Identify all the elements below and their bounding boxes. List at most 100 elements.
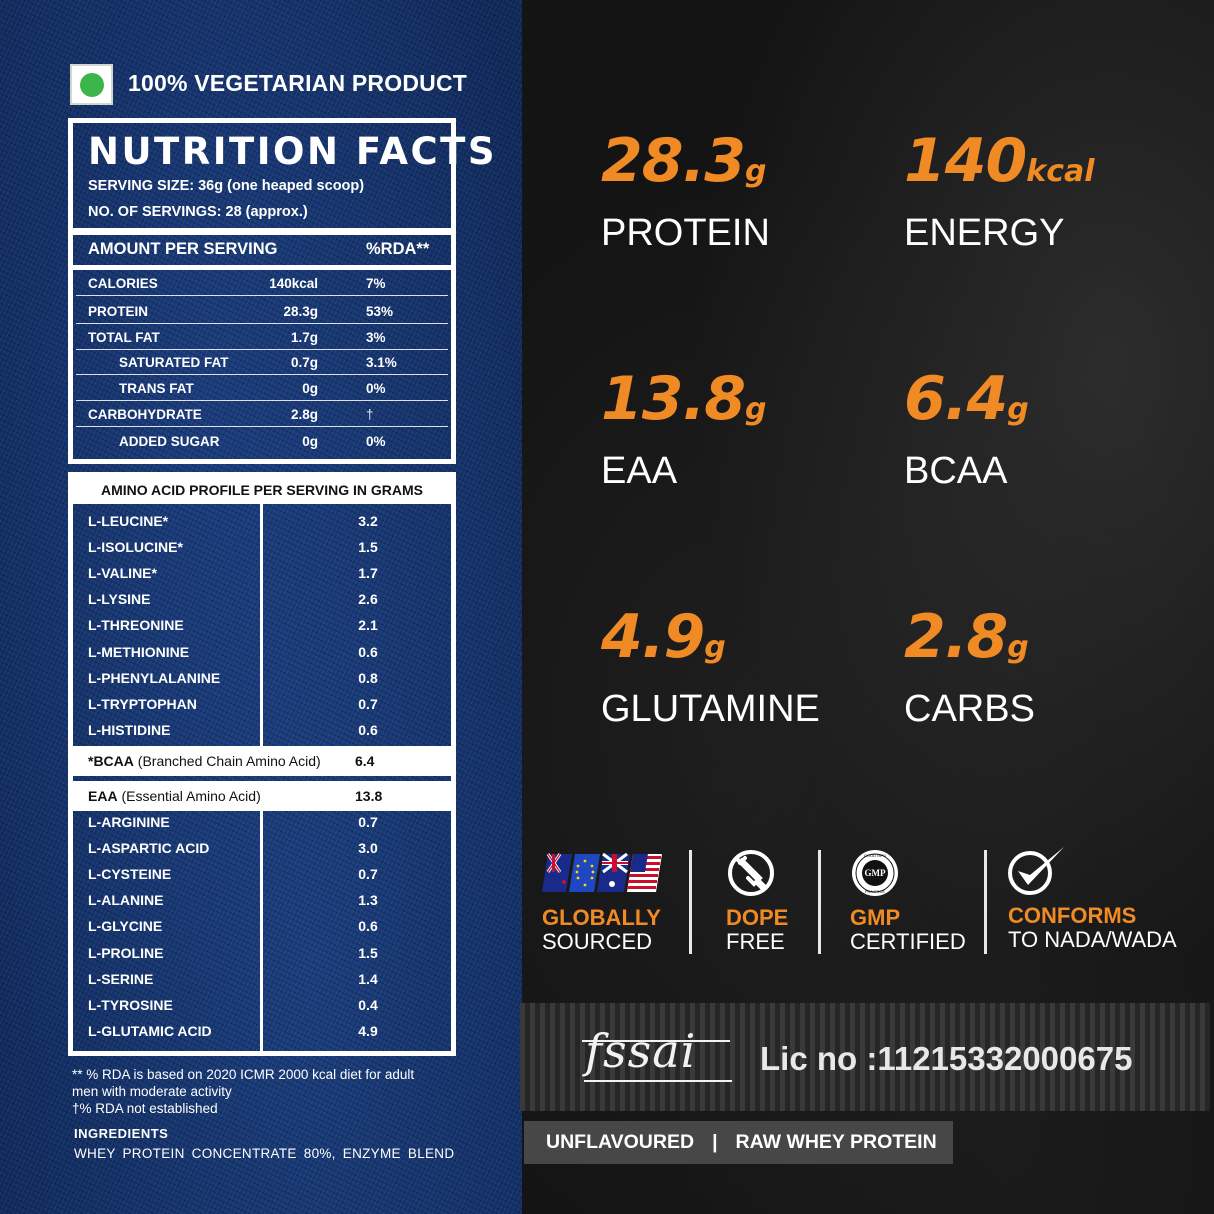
amino-row: L-METHIONINE 0.6 — [88, 644, 428, 664]
nutrient-name: PROTEIN — [88, 304, 149, 319]
bcaa-row: *BCAA (Branched Chain Amino Acid) 6.4 — [73, 746, 451, 776]
highlight-number: 28.3 — [601, 126, 746, 196]
amino-name: L-THREONINE — [88, 617, 184, 634]
rda-footnote: ** % RDA is based on 2020 ICMR 2000 kcal… — [72, 1066, 414, 1117]
amino-name: L-TYROSINE — [88, 996, 173, 1013]
nutrient-value: 0g — [302, 381, 318, 396]
badge-line2: FREE — [726, 929, 785, 954]
highlight-value: 13.8g — [601, 366, 767, 443]
highlight-number: 6.4 — [904, 364, 1008, 434]
amino-row: L-THREONINE 2.1 — [88, 617, 428, 637]
amino-row: L-GLYCINE 0.6 — [88, 918, 428, 938]
eaa-value: 13.8 — [355, 788, 383, 804]
divider — [68, 265, 456, 270]
nutrient-name: TRANS FAT — [119, 381, 194, 396]
amino-value: 1.5 — [358, 944, 378, 961]
amino-name: L-VALINE* — [88, 565, 157, 582]
bcaa-desc: (Branched Chain Amino Acid) — [137, 753, 321, 769]
flavour-label: UNFLAVOURED — [546, 1131, 695, 1153]
amino-name: L-METHIONINE — [88, 643, 190, 660]
nutrient-value: 2.8g — [290, 407, 318, 422]
nutrient-rda: 7% — [366, 276, 386, 291]
nutrient-name: CALORIES — [88, 276, 158, 291]
badge-line1: DOPE — [726, 905, 789, 930]
nutrient-value: 0.7g — [290, 355, 318, 370]
divider — [68, 228, 456, 235]
amino-value: 0.4 — [358, 996, 378, 1013]
highlight-carbs: 2.8g CARBS — [904, 604, 1035, 731]
amino-name: L-GLYCINE — [88, 918, 163, 935]
highlight-label: EAA — [601, 450, 678, 492]
eaa-abbr: EAA — [88, 788, 118, 804]
highlight-value: 28.3g — [601, 128, 770, 205]
nutrient-name: SATURATED FAT — [119, 355, 229, 370]
svg-text:GMP: GMP — [865, 868, 886, 878]
amino-title: AMINO ACID PROFILE PER SERVING IN GRAMS — [68, 472, 456, 504]
nutrition-row: ADDED SUGAR 0g 0% — [76, 430, 448, 454]
nutrition-row: PROTEIN 28.3g 53% — [76, 300, 448, 324]
amino-value: 2.6 — [358, 591, 378, 608]
serving-size: SERVING SIZE: 36g (one heaped scoop) — [88, 178, 365, 194]
amino-row: L-PROLINE 1.5 — [88, 945, 428, 965]
nutrient-rda: 3.1% — [366, 355, 397, 370]
amino-name: L-ARGININE — [88, 814, 170, 830]
rda-label: %RDA** — [366, 240, 430, 258]
badge-divider — [984, 850, 987, 954]
rda-note-line-2: men with moderate activity — [72, 1084, 232, 1099]
amino-row: L-PHENYLALANINE 0.8 — [88, 670, 428, 690]
amino-row: L-CYSTEINE 0.7 — [88, 866, 428, 886]
fssai-logo-rule — [582, 1040, 730, 1042]
nutrient-value: 140kcal — [269, 276, 318, 291]
nutrient-value: 0g — [302, 434, 318, 449]
amino-row: L-VALINE* 1.7 — [88, 565, 428, 585]
nutrient-value: 1.7g — [290, 330, 318, 345]
nutrition-header: AMOUNT PER SERVING %RDA** — [88, 240, 430, 259]
nutrition-row: CARBOHYDRATE 2.8g † — [76, 403, 448, 427]
amino-value: 1.7 — [358, 565, 378, 582]
veg-symbol-icon — [70, 64, 113, 105]
amino-name: L-PROLINE — [88, 944, 164, 961]
amino-value: 0.6 — [358, 643, 378, 660]
amino-row: L-TRYPTOPHAN 0.7 — [88, 696, 428, 716]
amino-value: 0.7 — [358, 866, 378, 883]
fssai-banner — [520, 1003, 1210, 1111]
amino-name: L-LEUCINE* — [88, 513, 169, 529]
nutrient-rda: 0% — [366, 434, 386, 449]
badge-line2: CERTIFIED — [850, 929, 966, 954]
dagger-note: †% RDA not established — [72, 1101, 218, 1116]
highlight-number: 140 — [904, 126, 1027, 196]
highlight-unit: g — [1007, 630, 1029, 665]
amino-row: L-ISOLUCINE* 1.5 — [88, 539, 428, 559]
highlight-number: 2.8 — [904, 602, 1008, 672]
svg-text:GOOD MFG: GOOD MFG — [864, 853, 886, 858]
amino-value: 0.6 — [358, 721, 378, 738]
nutrition-row: TOTAL FAT 1.7g 3% — [76, 326, 448, 350]
variant-bar: UNFLAVOURED | RAW WHEY PROTEIN — [524, 1121, 953, 1164]
ingredients-list: WHEY PROTEIN CONCENTRATE 80%, ENZYME BLE… — [74, 1146, 455, 1161]
amino-row: L-ALANINE 1.3 — [88, 892, 428, 912]
nutrition-facts-panel — [68, 118, 456, 464]
amino-name: L-ALANINE — [88, 892, 164, 909]
nutrient-rda: 53% — [366, 304, 394, 319]
amino-row: L-LEUCINE* 3.2 — [88, 513, 428, 533]
highlight-label: PROTEIN — [601, 212, 770, 254]
ingredients-heading: INGREDIENTS — [74, 1126, 169, 1141]
highlight-value: 140kcal — [904, 128, 1095, 205]
nutrient-rda: 3% — [366, 330, 386, 345]
product-label: RAW WHEY PROTEIN — [735, 1131, 937, 1153]
badge-gmp-certified: GMP GOOD MFG PRACTICE GMP CERTIFIED — [850, 848, 966, 954]
amino-value: 3.0 — [358, 840, 378, 857]
flags-icon — [542, 848, 662, 898]
amino-row: L-ARGININE 0.7 — [88, 814, 428, 834]
badge-line1: CONFORMS — [1008, 903, 1137, 928]
highlight-label: GLUTAMINE — [601, 688, 820, 730]
checkmark-icon — [1008, 846, 1177, 896]
highlight-label: ENERGY — [904, 212, 1065, 254]
servings-count: NO. OF SERVINGS: 28 (approx.) — [88, 204, 308, 220]
amino-name: L-TRYPTOPHAN — [88, 695, 197, 712]
amino-value: 0.8 — [358, 669, 378, 686]
no-syringe-icon — [726, 848, 788, 898]
nutrition-row: CALORIES 140kcal 7% — [76, 272, 448, 296]
nutrition-row: TRANS FAT 0g 0% — [76, 377, 448, 401]
highlight-label: BCAA — [904, 450, 1008, 492]
